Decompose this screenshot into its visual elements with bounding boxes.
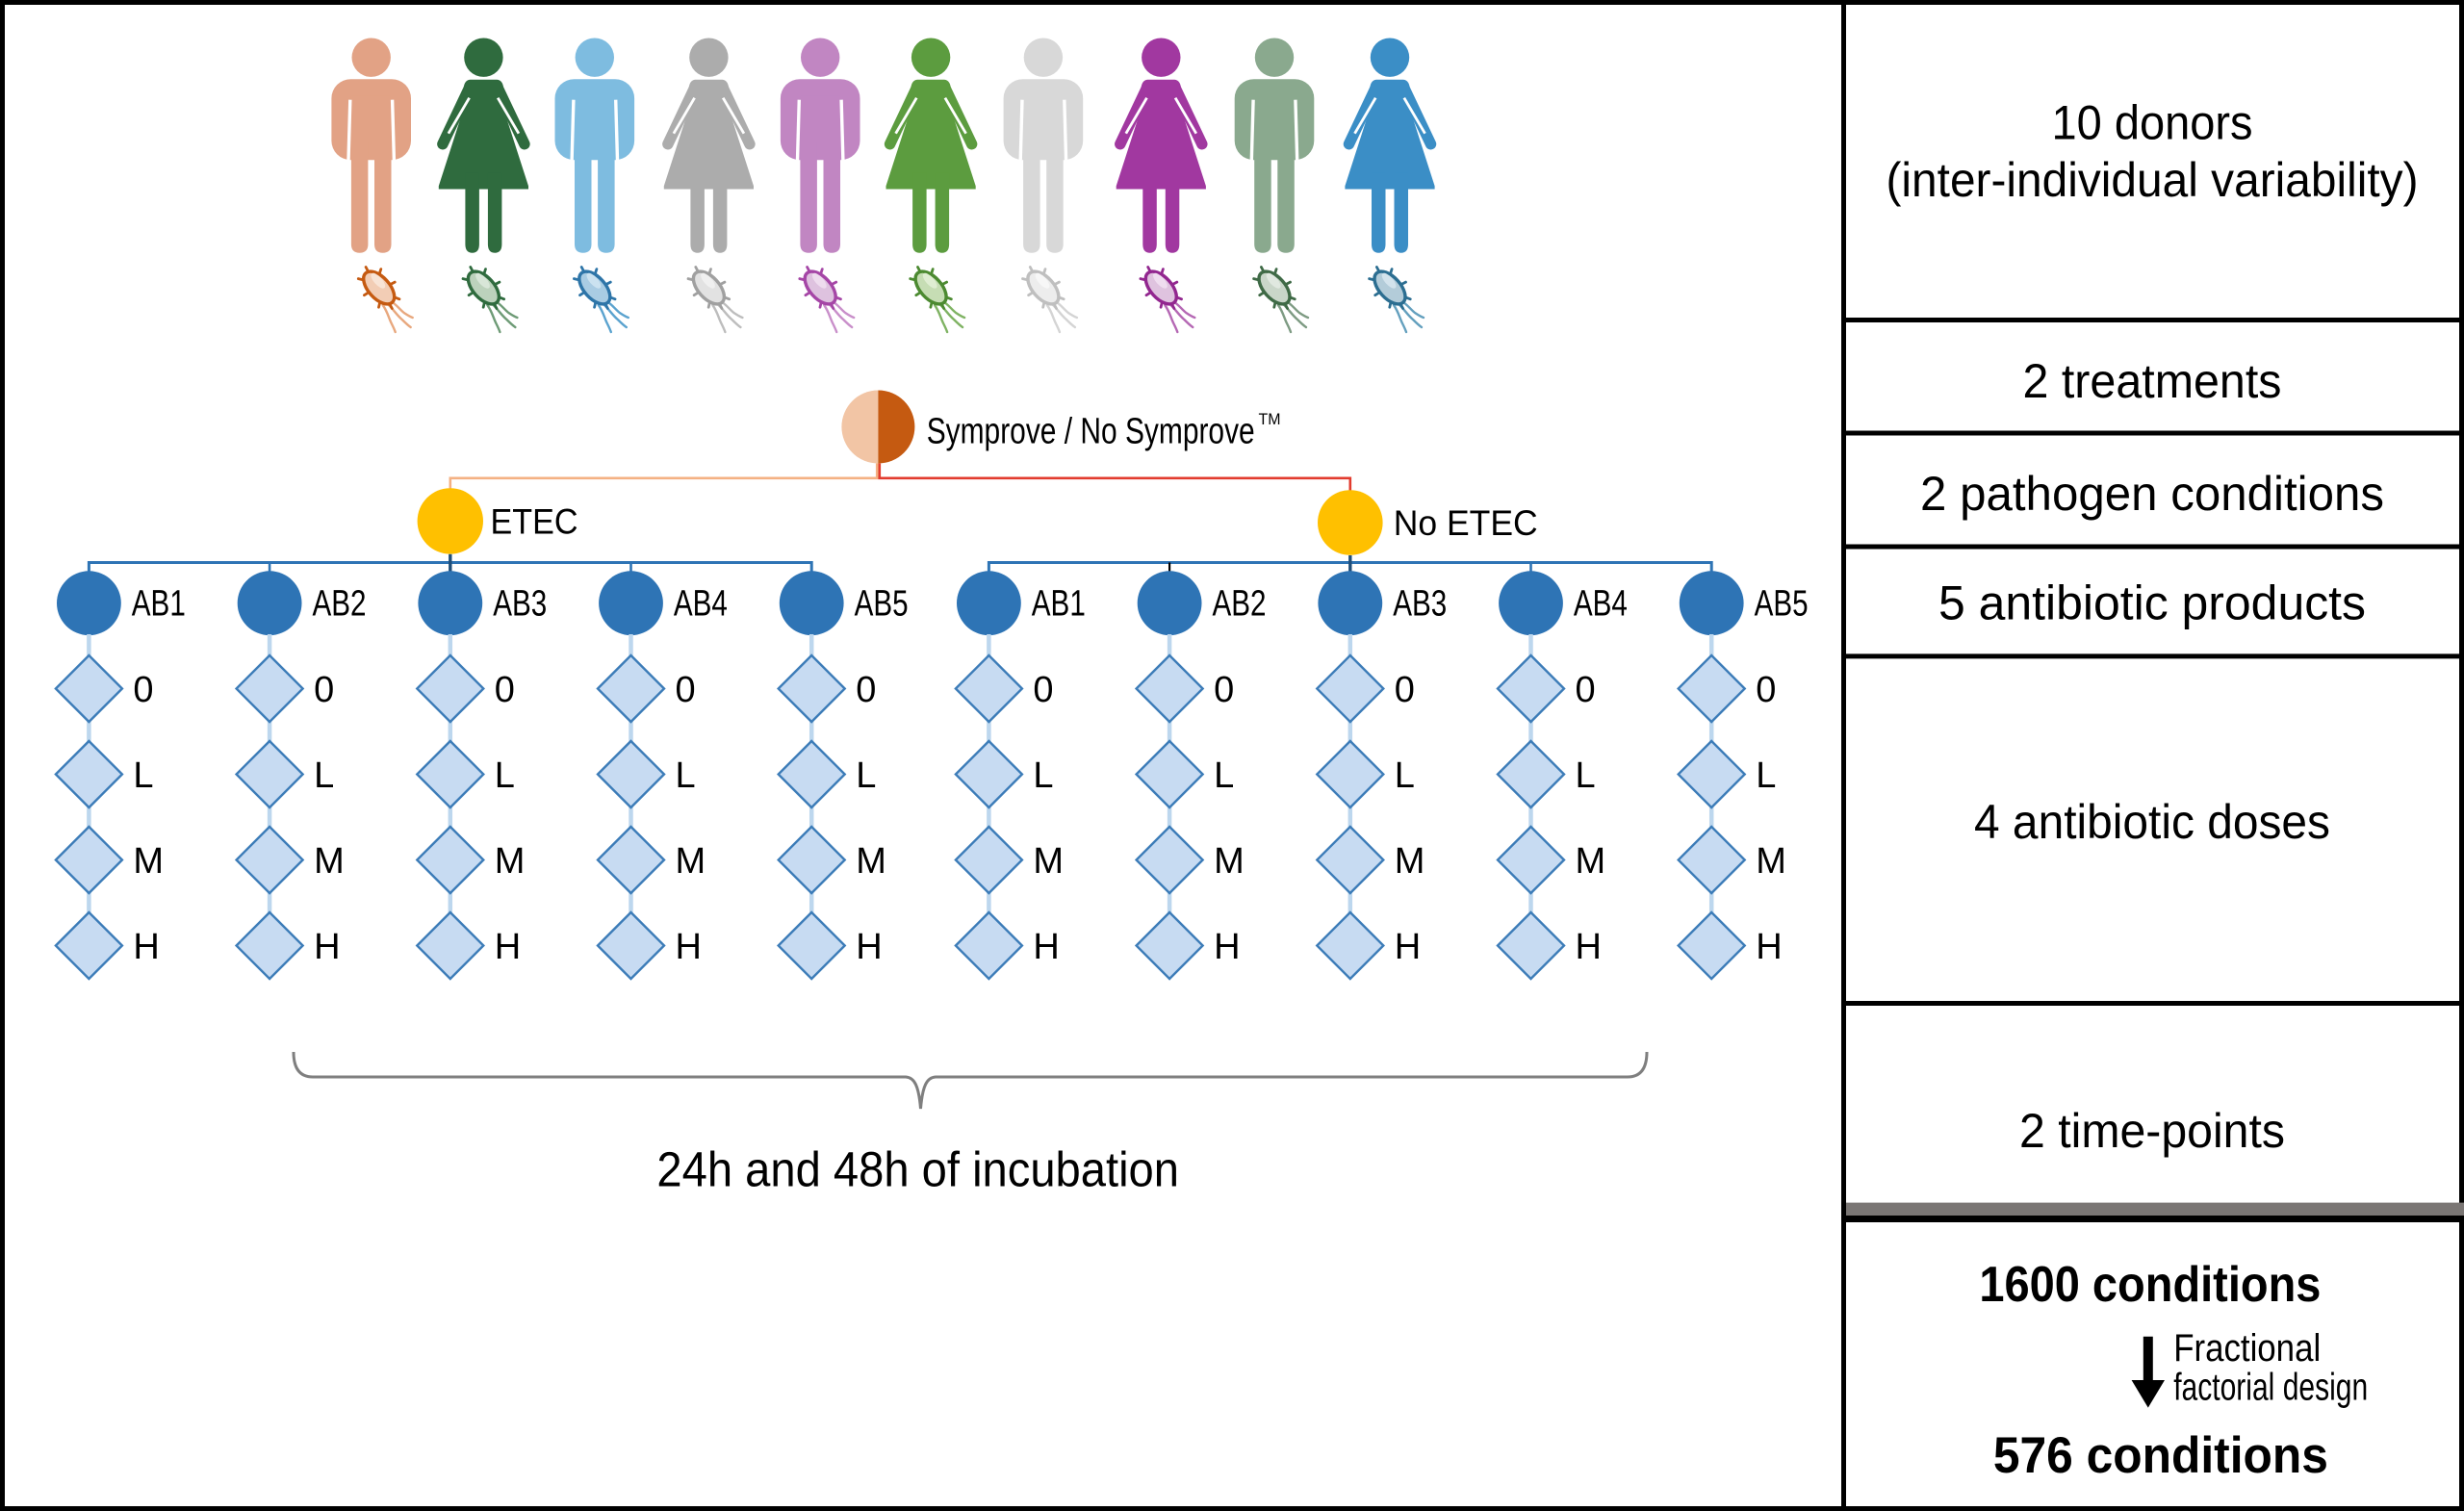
svg-text:AB5: AB5 — [1755, 584, 1809, 625]
svg-text:L: L — [1576, 756, 1596, 796]
svg-text:5 antibiotic products: 5 antibiotic products — [1938, 576, 2366, 630]
svg-text:2 time-points: 2 time-points — [2019, 1104, 2285, 1158]
svg-text:M: M — [1756, 841, 1786, 882]
svg-text:M: M — [1395, 841, 1425, 882]
svg-text:M: M — [1033, 841, 1064, 882]
svg-text:L: L — [1033, 756, 1053, 796]
svg-text:H: H — [676, 927, 702, 967]
svg-text:AB5: AB5 — [855, 584, 909, 625]
svg-text:L: L — [856, 756, 876, 796]
svg-text:(inter-individual variability): (inter-individual variability) — [1886, 153, 2419, 207]
svg-text:H: H — [1576, 927, 1602, 967]
svg-text:2 treatments: 2 treatments — [2023, 354, 2282, 408]
svg-text:0: 0 — [676, 670, 696, 710]
svg-text:AB3: AB3 — [1393, 584, 1447, 625]
svg-text:M: M — [495, 841, 526, 882]
svg-text:0: 0 — [314, 670, 334, 710]
svg-text:No ETEC: No ETEC — [1394, 503, 1538, 543]
svg-text:TM: TM — [1259, 410, 1281, 428]
svg-text:H: H — [1395, 927, 1421, 967]
svg-text:2 pathogen conditions: 2 pathogen conditions — [1920, 467, 2384, 521]
svg-text:L: L — [1395, 756, 1415, 796]
svg-text:AB2: AB2 — [313, 584, 367, 625]
svg-text:4 antibiotic doses: 4 antibiotic doses — [1974, 795, 2330, 849]
svg-text:L: L — [1214, 756, 1234, 796]
svg-text:M: M — [1576, 841, 1606, 882]
svg-text:AB1: AB1 — [132, 584, 186, 625]
svg-text:1600 conditions: 1600 conditions — [1979, 1257, 2321, 1313]
svg-text:Fractional: Fractional — [2173, 1327, 2321, 1370]
svg-text:H: H — [495, 927, 521, 967]
svg-text:0: 0 — [1214, 670, 1234, 710]
svg-text:0: 0 — [1033, 670, 1053, 710]
svg-text:0: 0 — [856, 670, 876, 710]
svg-text:AB3: AB3 — [493, 584, 547, 625]
svg-text:H: H — [856, 927, 882, 967]
svg-text:M: M — [676, 841, 706, 882]
svg-text:ETEC: ETEC — [491, 502, 578, 542]
svg-text:M: M — [856, 841, 886, 882]
svg-text:M: M — [1214, 841, 1245, 882]
svg-text:Symprove / No Symprove: Symprove / No Symprove — [927, 411, 1255, 451]
svg-text:0: 0 — [1395, 670, 1415, 710]
svg-text:L: L — [133, 756, 153, 796]
svg-text:AB4: AB4 — [1574, 584, 1628, 625]
svg-text:AB4: AB4 — [674, 584, 728, 625]
svg-text:H: H — [314, 927, 340, 967]
svg-text:factorial design: factorial design — [2173, 1367, 2368, 1409]
svg-text:M: M — [314, 841, 345, 882]
svg-text:L: L — [676, 756, 696, 796]
svg-text:L: L — [314, 756, 334, 796]
svg-text:0: 0 — [495, 670, 515, 710]
svg-text:576 conditions: 576 conditions — [1993, 1427, 2328, 1484]
svg-text:H: H — [1033, 927, 1059, 967]
svg-text:L: L — [495, 756, 515, 796]
svg-text:0: 0 — [133, 670, 153, 710]
svg-text:M: M — [133, 841, 164, 882]
svg-text:L: L — [1756, 756, 1776, 796]
svg-text:10 donors: 10 donors — [2052, 96, 2253, 150]
svg-text:0: 0 — [1756, 670, 1776, 710]
svg-text:AB1: AB1 — [1032, 584, 1086, 625]
svg-text:24h and 48h of incubation: 24h and 48h of incubation — [656, 1142, 1179, 1197]
svg-text:H: H — [1214, 927, 1240, 967]
svg-text:H: H — [133, 927, 159, 967]
svg-text:AB2: AB2 — [1213, 584, 1267, 625]
svg-text:H: H — [1756, 927, 1782, 967]
svg-text:0: 0 — [1576, 670, 1596, 710]
